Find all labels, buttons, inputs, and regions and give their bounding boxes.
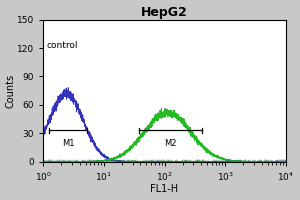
Y-axis label: Counts: Counts: [6, 74, 16, 108]
X-axis label: FL1-H: FL1-H: [151, 184, 178, 194]
Title: HepG2: HepG2: [141, 6, 188, 19]
Text: M2: M2: [164, 139, 177, 148]
Text: M1: M1: [62, 139, 74, 148]
Text: control: control: [46, 41, 78, 50]
